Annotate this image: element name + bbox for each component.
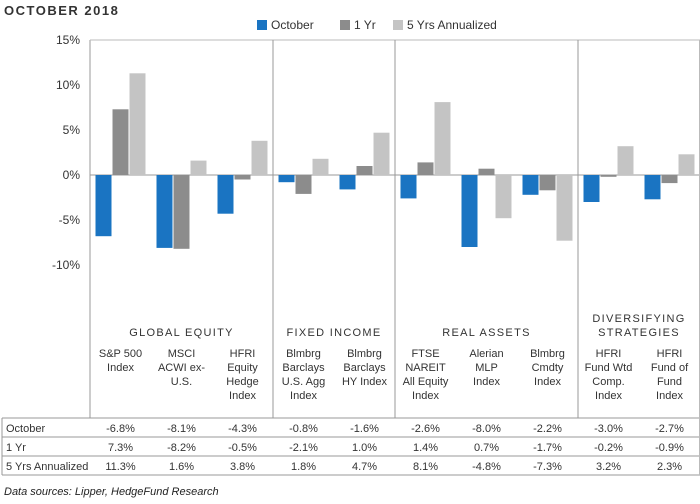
group-title: FIXED INCOME (286, 327, 381, 339)
table-cell: 7.3% (108, 442, 133, 454)
table-cell: -6.8% (106, 423, 135, 435)
y-tick-label: 0% (63, 168, 81, 182)
bar-5-yrs-annualized (617, 146, 634, 175)
table-cell: -8.2% (167, 442, 196, 454)
table-cell: -2.6% (411, 423, 440, 435)
bar-1-yr (539, 175, 556, 191)
y-tick-label: -10% (52, 258, 80, 272)
legend-label: 1 Yr (354, 18, 376, 32)
bar-1-yr (478, 168, 495, 175)
group-title: STRATEGIES (598, 327, 680, 339)
bar-5-yrs-annualized (678, 154, 695, 175)
category-label: HFRI Fund Wtd Comp. Index (585, 348, 633, 402)
bar-1-yr (417, 162, 434, 175)
bar-5-yrs-annualized (129, 73, 146, 175)
table-cell: -3.0% (594, 423, 623, 435)
category-label: Alerian MLP Index (469, 348, 503, 388)
table-cell: -0.9% (655, 442, 684, 454)
table-cell: -7.3% (533, 461, 562, 473)
bar-1-yr (356, 166, 373, 175)
table-cell: 3.8% (230, 461, 255, 473)
y-tick-label: 5% (63, 123, 81, 137)
bar-1-yr (234, 175, 251, 180)
table-cell: -2.7% (655, 423, 684, 435)
table-cell: -8.1% (167, 423, 196, 435)
table-cell: 0.7% (474, 442, 499, 454)
table-row-label: 1 Yr (6, 442, 26, 454)
table-cell: 1.6% (169, 461, 194, 473)
table-cell: -0.5% (228, 442, 257, 454)
category-label: Blmbrg Barclays HY Index (342, 348, 388, 388)
bar-october (95, 175, 112, 237)
bar-october (278, 175, 295, 183)
bar-5-yrs-annualized (434, 102, 451, 175)
bar-1-yr (600, 175, 617, 177)
bar-october (217, 175, 234, 214)
category-label: HFRI Equity Hedge Index (226, 348, 258, 402)
table-row-label: 5 Yrs Annualized (6, 461, 88, 473)
category-label: Blmbrg Barclays U.S. Agg Index (282, 348, 325, 402)
bar-october (644, 175, 661, 200)
bar-1-yr (295, 175, 312, 194)
table-cell: 11.3% (105, 461, 136, 473)
bar-october (339, 175, 356, 190)
y-tick-label: 10% (56, 78, 80, 92)
table-row-label: October (6, 423, 45, 435)
bar-5-yrs-annualized (190, 160, 207, 175)
y-tick-label: 15% (56, 33, 80, 47)
table-cell: 4.7% (352, 461, 377, 473)
table-cell: 2.3% (657, 461, 682, 473)
bar-october (461, 175, 478, 247)
table-cell: 1.0% (352, 442, 377, 454)
data-sources-note: Data sources: Lipper, HedgeFund Research (4, 486, 219, 498)
legend-label: 5 Yrs Annualized (407, 18, 497, 32)
category-label: S&P 500 Index (99, 348, 142, 374)
table-cell: -0.2% (594, 442, 623, 454)
table-cell: 1.8% (291, 461, 316, 473)
bar-1-yr (112, 109, 129, 175)
bar-1-yr (661, 175, 678, 184)
bar-5-yrs-annualized (251, 140, 268, 175)
table-cell: -2.2% (533, 423, 562, 435)
legend-label: October (271, 18, 314, 32)
bar-5-yrs-annualized (556, 175, 573, 241)
table-cell: -0.8% (289, 423, 318, 435)
page-title: OCTOBER 2018 (4, 3, 120, 18)
legend-swatch (340, 20, 350, 30)
table-cell: 8.1% (413, 461, 438, 473)
bar-october (156, 175, 173, 248)
table-cell: -2.1% (289, 442, 318, 454)
bar-october (400, 175, 417, 199)
table-cell: -4.8% (472, 461, 501, 473)
table-cell: -4.3% (228, 423, 257, 435)
category-label: MSCI ACWI ex-U.S. (158, 348, 205, 388)
table-cell: 3.2% (596, 461, 621, 473)
table-cell: -1.7% (533, 442, 562, 454)
bar-october (583, 175, 600, 202)
bar-5-yrs-annualized (373, 132, 390, 175)
bar-1-yr (173, 175, 190, 249)
chart: 15% 10% 5% 0% -5% -10% October 1 Yr 5 Yrs Annual… (1, 18, 700, 476)
table-cell: 1.4% (413, 442, 438, 454)
legend-swatch (393, 20, 403, 30)
group-title: REAL ASSETS (442, 327, 530, 339)
bar-5-yrs-annualized (312, 158, 329, 175)
category-label: Blmbrg Cmdty Index (530, 348, 565, 388)
bar-october (522, 175, 539, 195)
category-label: HFRI Fund of Fund Index (651, 348, 689, 402)
group-title: GLOBAL EQUITY (129, 327, 234, 339)
bar-5-yrs-annualized (495, 175, 512, 219)
y-tick-label: -5% (59, 213, 81, 227)
table-cell: -8.0% (472, 423, 501, 435)
category-label: FTSE NAREIT All Equity Index (403, 348, 449, 402)
table-cell: -1.6% (350, 423, 379, 435)
group-title: DIVERSIFYING (592, 313, 685, 325)
legend-swatch (257, 20, 267, 30)
